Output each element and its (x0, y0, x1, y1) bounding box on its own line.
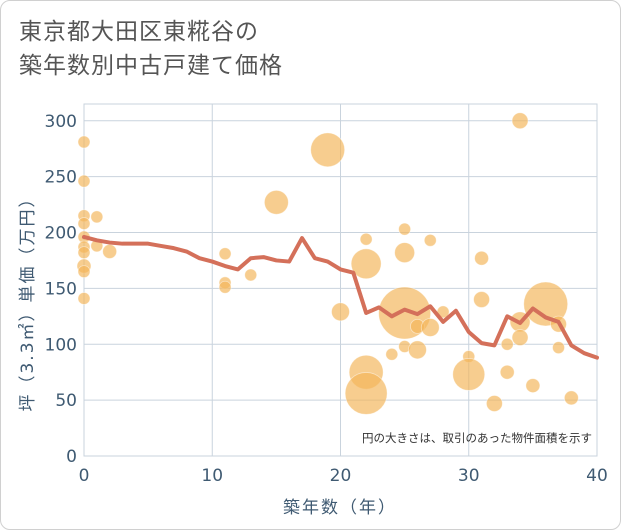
data-bubble (499, 364, 515, 380)
data-bubble (244, 268, 258, 282)
y-tick-label: 0 (66, 447, 77, 467)
bubbles (76, 112, 579, 415)
trend-line-group (82, 234, 599, 360)
data-bubble (90, 210, 104, 224)
data-bubble (394, 242, 416, 264)
data-bubble (359, 232, 373, 246)
data-bubble (218, 247, 232, 261)
data-bubble (344, 372, 388, 415)
data-bubble (398, 222, 412, 236)
data-bubble (408, 340, 427, 360)
y-tick-label: 150 (45, 279, 77, 299)
data-bubble (310, 132, 346, 168)
data-bubble (473, 291, 490, 308)
data-bubble (77, 174, 91, 188)
x-tick-label: 30 (458, 466, 480, 486)
data-bubble (420, 318, 440, 337)
data-bubble (552, 341, 565, 355)
y-tick-label: 250 (45, 168, 77, 188)
data-bubble (77, 292, 91, 305)
data-bubble (511, 112, 529, 130)
data-bubble (77, 135, 91, 149)
data-bubble (350, 248, 382, 280)
chart-title-line-1: 東京都大田区東糀谷の (19, 19, 259, 45)
data-bubble (525, 378, 541, 394)
data-bubble (423, 233, 437, 247)
grid-lines (83, 103, 598, 457)
size-annotation: 円の大きさは、取引のあった物件面積を示す (362, 431, 592, 445)
x-tick-label: 0 (79, 466, 90, 486)
data-bubble (331, 302, 350, 322)
data-bubble (77, 217, 91, 230)
y-tick-label: 200 (45, 224, 77, 244)
data-bubble (77, 265, 91, 279)
x-tick-label: 10 (201, 466, 223, 486)
x-tick-label: 40 (586, 466, 608, 486)
data-bubble (263, 189, 289, 215)
data-bubble (474, 250, 489, 266)
y-tick-label: 50 (55, 391, 77, 411)
data-bubble (77, 246, 91, 260)
trend-line (82, 234, 599, 360)
data-bubble (485, 395, 503, 412)
data-bubble (523, 281, 569, 327)
data-bubble (102, 244, 118, 259)
y-axis-label: 坪（3.3㎡）単価（万円） (18, 188, 38, 411)
data-bubble (563, 390, 579, 406)
data-bubble (500, 337, 514, 351)
y-tick-label: 300 (45, 112, 77, 132)
data-bubble (385, 347, 399, 361)
x-tick-label: 20 (330, 466, 352, 486)
y-tick-label: 100 (45, 335, 77, 355)
data-bubble (218, 280, 232, 294)
chart-title-line-2: 築年数別中古戸建て価格 (19, 53, 283, 79)
axis-ticks: 0 50 100 150 200 250 300 0 10 20 30 40 (45, 112, 608, 486)
chart-title: 東京都大田区東糀谷の 築年数別中古戸建て価格 (19, 15, 283, 83)
data-bubble (511, 329, 529, 346)
data-bubble (452, 358, 486, 391)
x-axis-label: 築年数（年） (283, 498, 397, 518)
